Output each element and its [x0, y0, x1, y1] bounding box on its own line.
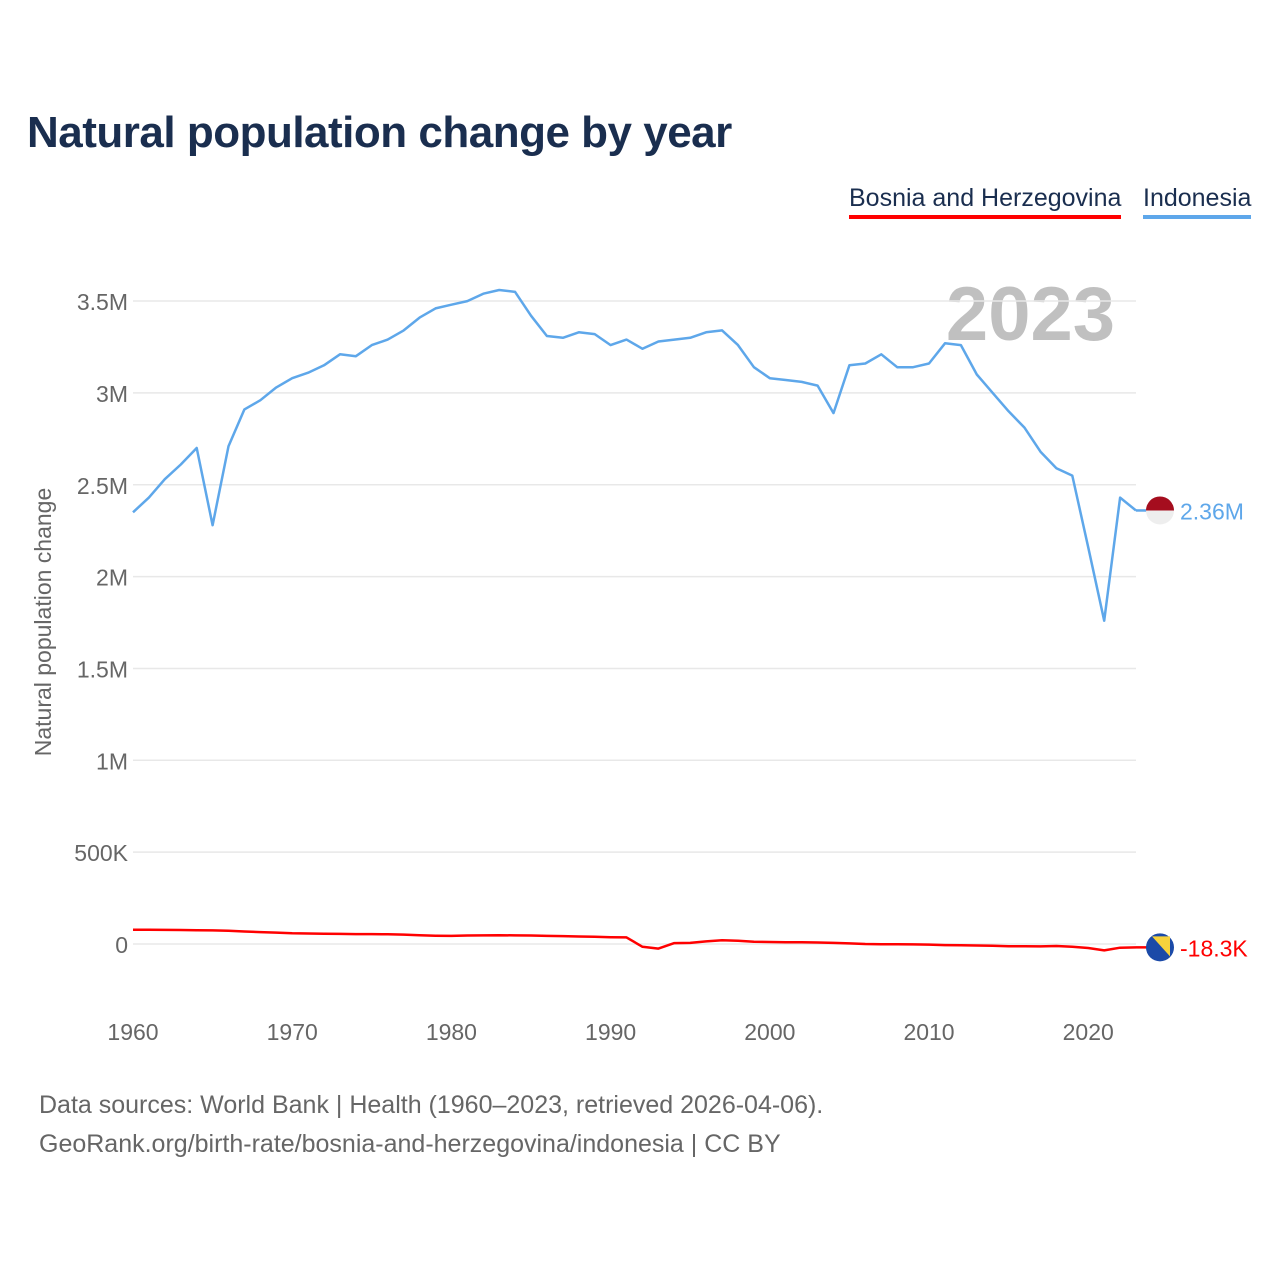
x-tick-label: 2000: [744, 1019, 795, 1045]
legend-item-indonesia[interactable]: Indonesia: [1143, 184, 1252, 219]
y-tick-label: 2.5M: [77, 473, 128, 499]
page-title: Natural population change by year: [27, 108, 732, 157]
y-tick-label: 0: [115, 932, 128, 958]
source-url-text[interactable]: GeoRank.org/birth-rate/bosnia-and-herzeg…: [39, 1130, 781, 1158]
x-tick-label: 1990: [585, 1019, 636, 1045]
y-tick-label: 2M: [96, 565, 128, 591]
data-source-text: Data sources: World Bank | Health (1960–…: [39, 1091, 824, 1119]
y-tick-label: 3M: [96, 381, 128, 407]
y-axis-label: Natural population change: [30, 488, 56, 757]
x-tick-label: 2010: [903, 1019, 954, 1045]
x-tick-label: 2020: [1063, 1019, 1114, 1045]
year-watermark: 2023: [946, 272, 1115, 357]
indonesia-flag-icon: [1146, 496, 1174, 511]
legend-item-bosnia[interactable]: Bosnia and Herzegovina: [849, 184, 1122, 219]
end-value-label: -18.3K: [1180, 935, 1248, 961]
series-line-indonesia: [132, 288, 1137, 622]
x-tick-label: 1960: [107, 1019, 158, 1045]
y-tick-label: 500K: [74, 840, 128, 866]
footer: Data sources: World Bank | Health (1960–…: [39, 1086, 823, 1164]
series-line-bosnia-and-herzegovina: [133, 928, 1137, 952]
x-tick-label: 1980: [426, 1019, 477, 1045]
y-tick-label: 3.5M: [77, 289, 128, 315]
end-value-label: 2.36M: [1180, 498, 1244, 524]
bosnia-flag-icon: [1152, 936, 1170, 957]
y-tick-label: 1M: [96, 748, 128, 774]
y-tick-label: 1.5M: [77, 656, 128, 682]
x-tick-label: 1970: [267, 1019, 318, 1045]
